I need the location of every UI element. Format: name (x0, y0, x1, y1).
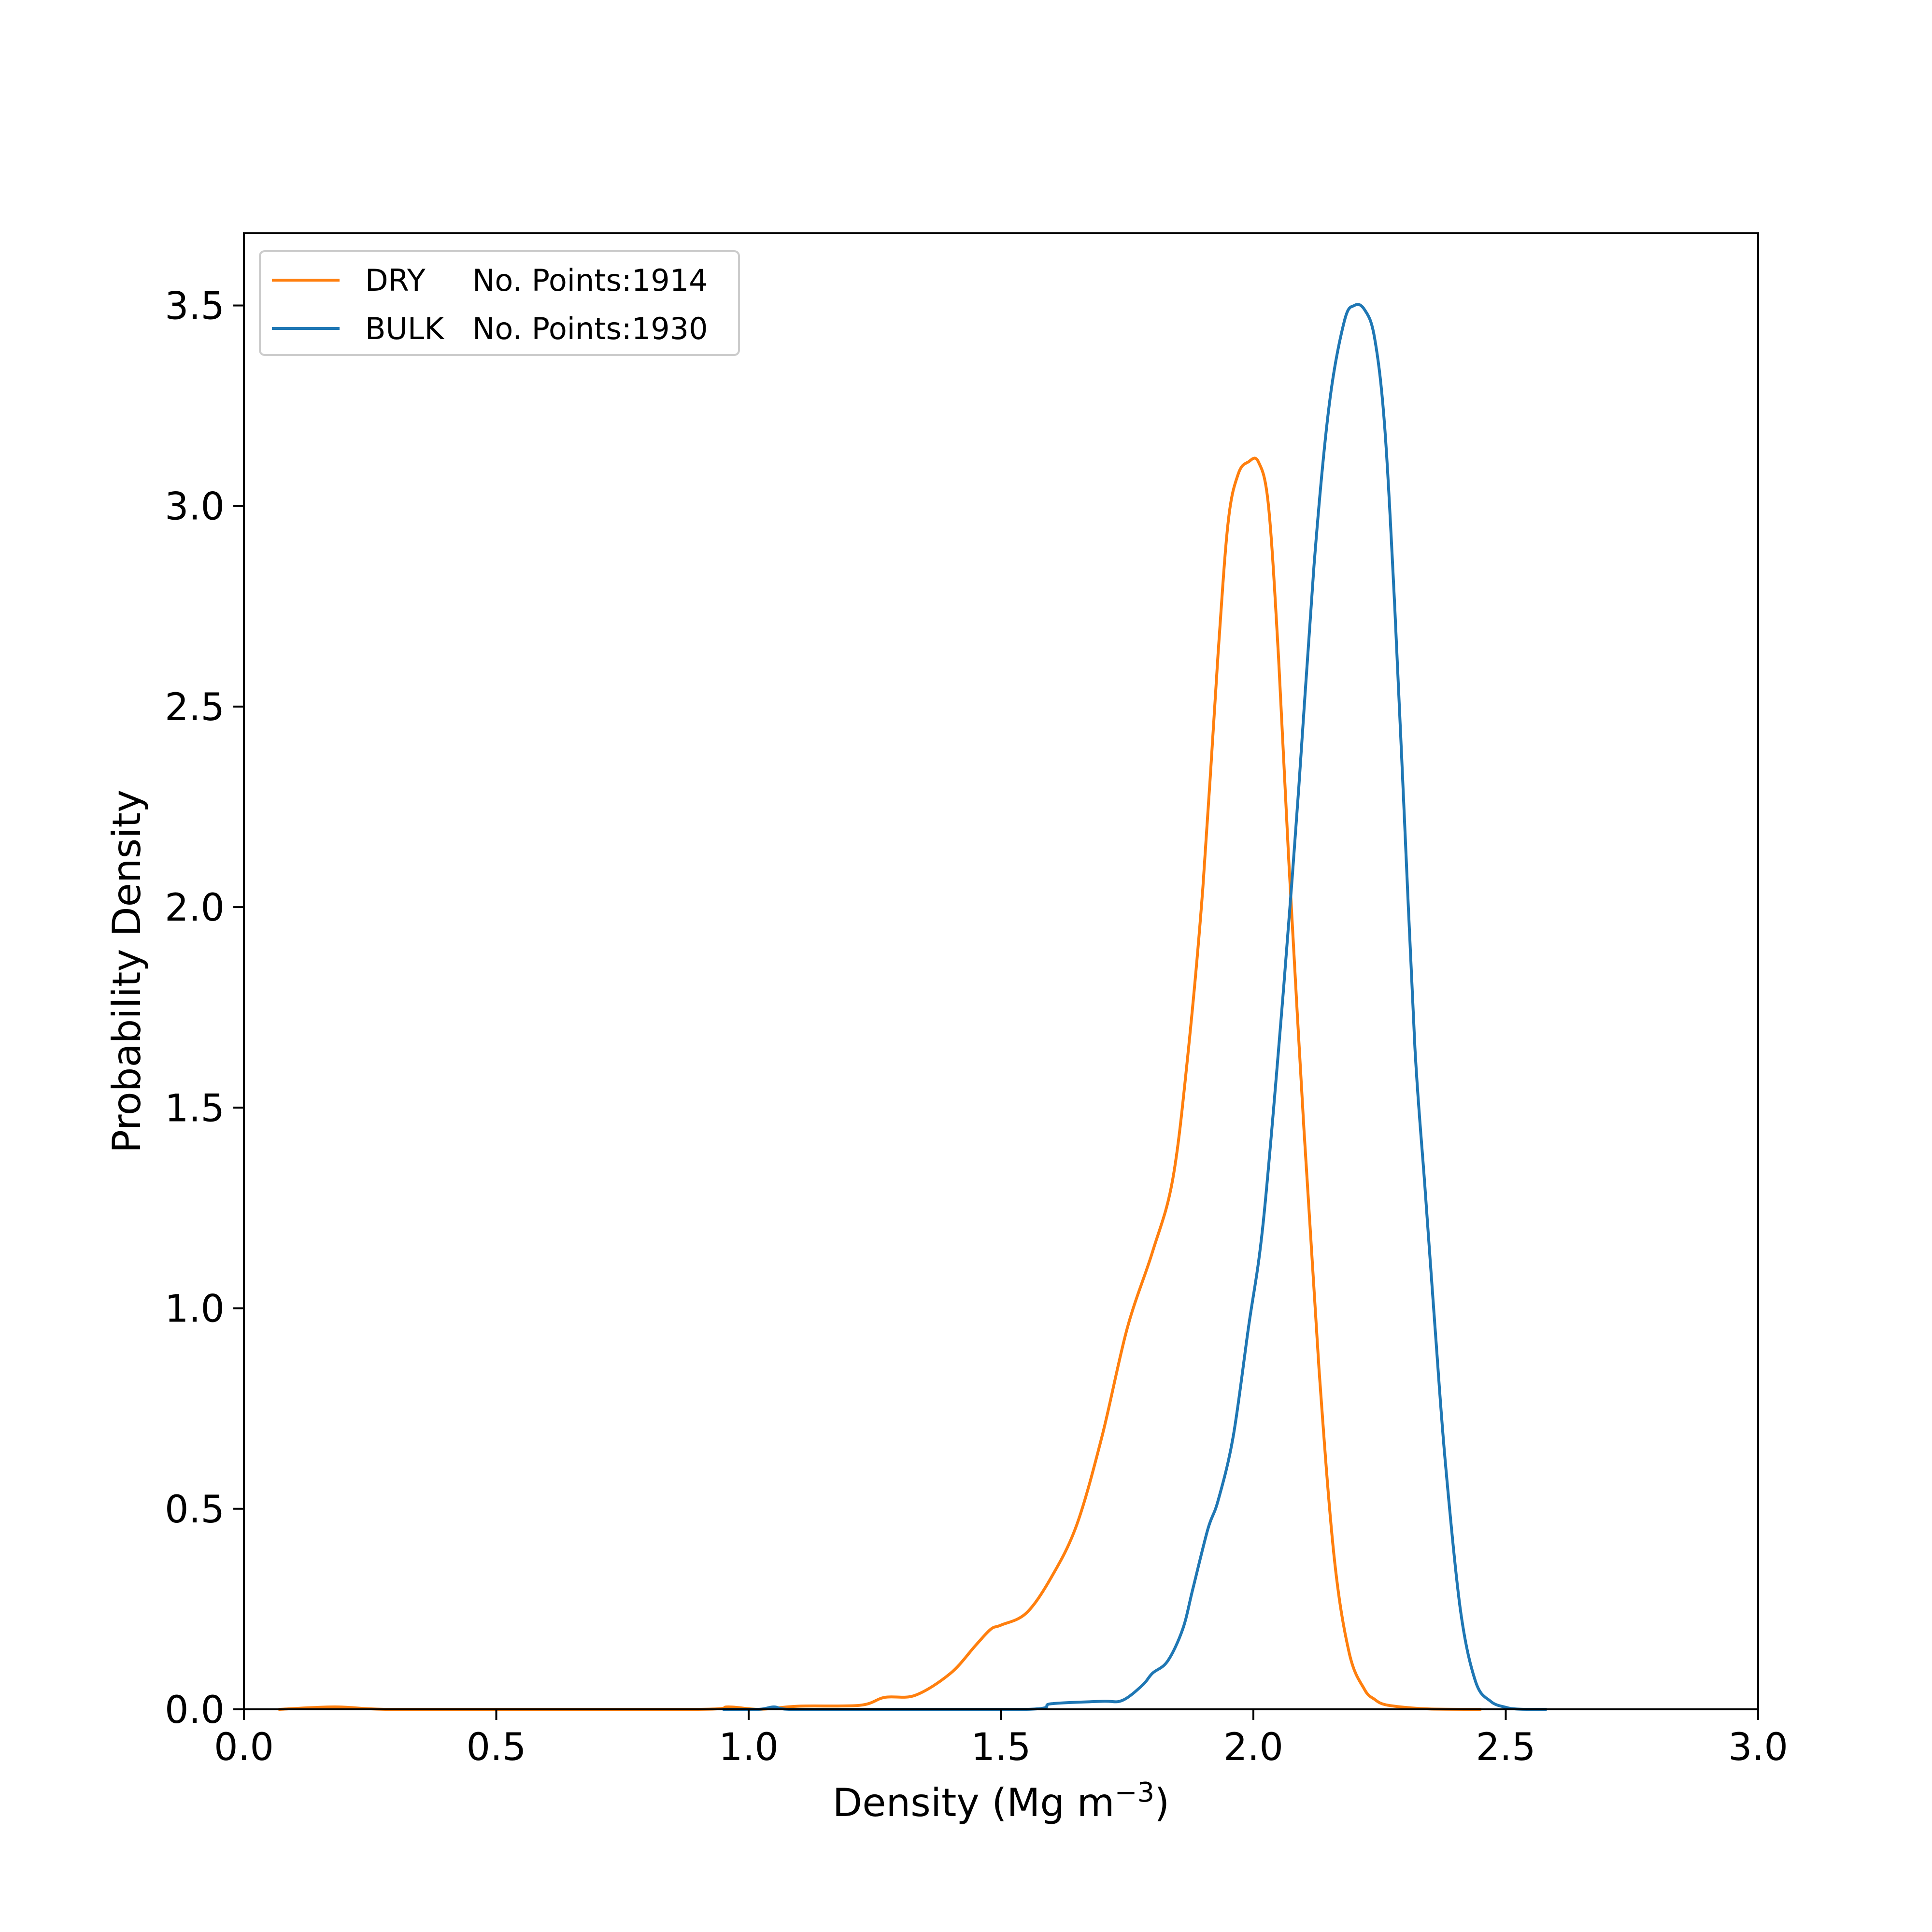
x-tick-label: 2.0 (1223, 1726, 1283, 1769)
series-line-bulk (722, 303, 1548, 1711)
x-tick-label: 3.0 (1728, 1726, 1788, 1769)
series-layer (278, 303, 1548, 1711)
legend[interactable]: DRY No. Points:1914 BULK No. Points:1930 (259, 250, 740, 356)
x-tick-label: 1.0 (719, 1726, 779, 1769)
x-tick-label: 0.0 (214, 1726, 274, 1769)
y-tick-label: 0.0 (165, 1689, 225, 1732)
legend-item-dry[interactable]: DRY No. Points:1914 (272, 263, 708, 298)
x-tick-label: 2.5 (1476, 1726, 1535, 1769)
x-tick-label: 1.5 (971, 1726, 1031, 1769)
series-line-dry (278, 456, 1482, 1711)
y-tick-label: 1.0 (165, 1288, 225, 1331)
legend-point-count: No. Points:1914 (472, 263, 708, 298)
x-axis-label-close: ) (1154, 1780, 1169, 1825)
x-axis: 0.0 0.5 1.0 1.5 2.0 2.5 3.0 (214, 1709, 1788, 1769)
y-tick-label: 1.5 (165, 1087, 225, 1130)
y-tick-label: 3.5 (165, 284, 225, 328)
y-axis: 0.0 0.5 1.0 1.5 2.0 2.5 3.0 3.5 (165, 284, 244, 1732)
legend-series-name: BULK (365, 311, 444, 346)
legend-item-bulk[interactable]: BULK No. Points:1930 (272, 311, 708, 346)
y-tick-label: 2.0 (165, 886, 225, 930)
y-tick-label: 0.5 (165, 1488, 225, 1532)
y-axis-label: Probability Density (104, 790, 149, 1153)
x-axis-label: Density (Mg m−3) (833, 1777, 1170, 1825)
y-tick-label: 2.5 (165, 686, 225, 729)
legend-point-count: No. Points:1930 (472, 311, 708, 346)
y-tick-label: 3.0 (165, 485, 225, 529)
legend-series-name: DRY (365, 263, 426, 298)
x-axis-label-superscript: −3 (1115, 1777, 1155, 1808)
x-axis-label-main: Density (Mg m (833, 1780, 1115, 1825)
legend-box (259, 250, 740, 356)
x-tick-label: 0.5 (466, 1726, 526, 1769)
